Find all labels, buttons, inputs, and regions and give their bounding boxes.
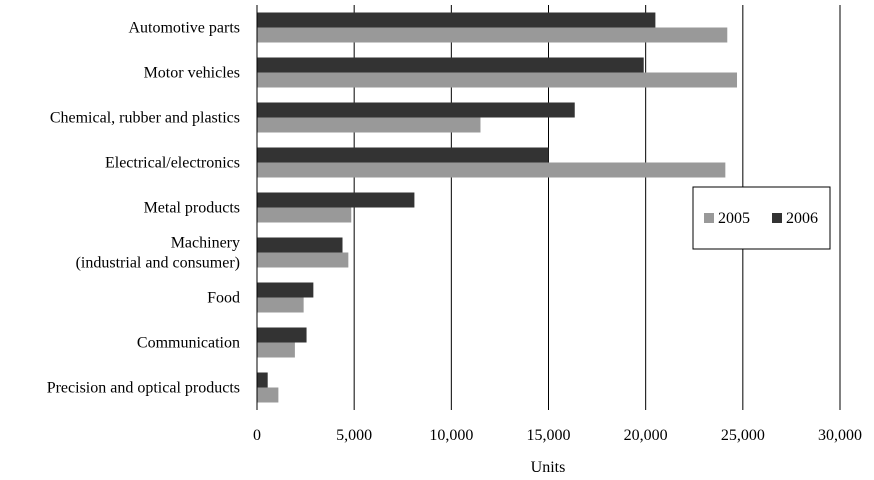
x-tick-label-10000: 10,000 [429,427,473,444]
category-label-6: Food [207,290,240,307]
bar-2006-2 [257,102,575,118]
legend-swatch-2005 [704,213,714,223]
x-tick-label-30000: 30,000 [818,427,862,444]
category-labels: Automotive parts Motor vehicles Chemical, … [47,20,240,397]
bar-2006-6 [257,282,314,298]
legend-box [692,186,831,250]
tick-labels: 0 5,000 10,000 15,000 20,000 25,000 30,000 [253,427,862,444]
category-label-8: Precision and optical products [47,380,240,397]
category-label-1: Motor vehicles [144,65,240,82]
bar-2006-5 [257,237,343,253]
bar-2005-3 [257,162,726,178]
bar-2006-1 [257,57,644,73]
bars [257,12,738,403]
category-label-5-line0: Machinery [171,235,240,252]
bar-2005-8 [257,387,279,403]
x-tick-label-5000: 5,000 [336,427,372,444]
category-label-7: Communication [137,335,240,352]
bar-2005-4 [257,207,352,223]
bar-2006-4 [257,192,415,208]
x-tick-label-25000: 25,000 [721,427,765,444]
bar-2005-0 [257,27,728,43]
category-label-0: Automotive parts [128,20,240,37]
bar-2005-7 [257,342,295,358]
category-label-5-line1: (industrial and consumer) [76,255,240,272]
bar-2005-5 [257,252,349,268]
bar-2005-2 [257,117,481,133]
bar-2006-3 [257,147,549,163]
legend-label-2006: 2006 [786,210,818,227]
legend: 2005 2006 [692,186,831,250]
category-label-2: Chemical, rubber and plastics [50,110,240,127]
bar-2005-6 [257,297,304,313]
bar-2005-1 [257,72,738,88]
bar-2006-0 [257,12,656,28]
legend-label-2005: 2005 [718,210,750,227]
x-axis-title: Units [531,459,566,476]
x-tick-label-20000: 20,000 [624,427,668,444]
category-label-4: Metal products [144,200,240,217]
bar-2006-7 [257,327,307,343]
bar-2006-8 [257,372,268,388]
legend-swatch-2006 [772,213,782,223]
category-label-3: Electrical/electronics [105,155,240,172]
x-tick-label-15000: 15,000 [527,427,571,444]
x-tick-label-0: 0 [253,427,261,444]
